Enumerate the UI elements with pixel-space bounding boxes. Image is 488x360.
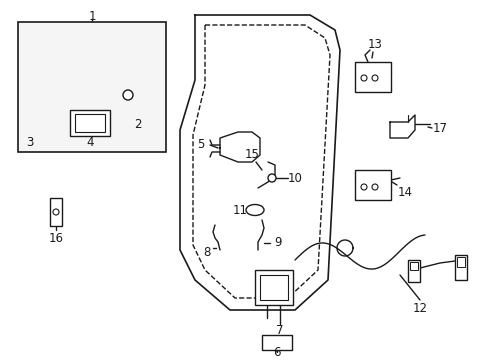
Bar: [354, 170, 390, 200]
Bar: [454, 255, 466, 280]
Text: 12: 12: [412, 302, 427, 315]
Circle shape: [360, 184, 366, 190]
Bar: [409, 262, 417, 270]
Circle shape: [123, 90, 133, 100]
Bar: [18, 22, 165, 152]
Bar: [260, 275, 287, 300]
Text: 14: 14: [397, 185, 412, 198]
Text: 9: 9: [274, 237, 281, 249]
Ellipse shape: [245, 204, 264, 216]
Bar: [456, 257, 464, 267]
Text: 8: 8: [203, 247, 210, 260]
Text: 1: 1: [88, 9, 96, 22]
Text: 4: 4: [86, 136, 94, 149]
Bar: [70, 110, 110, 136]
Text: 16: 16: [48, 231, 63, 244]
Circle shape: [371, 184, 377, 190]
Circle shape: [267, 174, 275, 182]
Text: 3: 3: [26, 136, 34, 149]
Bar: [407, 260, 419, 282]
Text: 6: 6: [273, 346, 280, 360]
Text: 10: 10: [287, 171, 302, 184]
Text: 2: 2: [134, 118, 142, 131]
Text: 15: 15: [244, 148, 259, 162]
Text: 13: 13: [367, 39, 382, 51]
Bar: [254, 270, 292, 305]
Circle shape: [53, 209, 59, 215]
Text: 5: 5: [197, 139, 204, 152]
Bar: [262, 335, 291, 350]
Circle shape: [360, 75, 366, 81]
Circle shape: [371, 75, 377, 81]
Text: 17: 17: [431, 122, 447, 135]
Bar: [354, 62, 390, 92]
Text: 11: 11: [232, 203, 247, 216]
Bar: [75, 114, 105, 132]
Bar: [50, 198, 62, 226]
Text: 7: 7: [276, 324, 283, 337]
